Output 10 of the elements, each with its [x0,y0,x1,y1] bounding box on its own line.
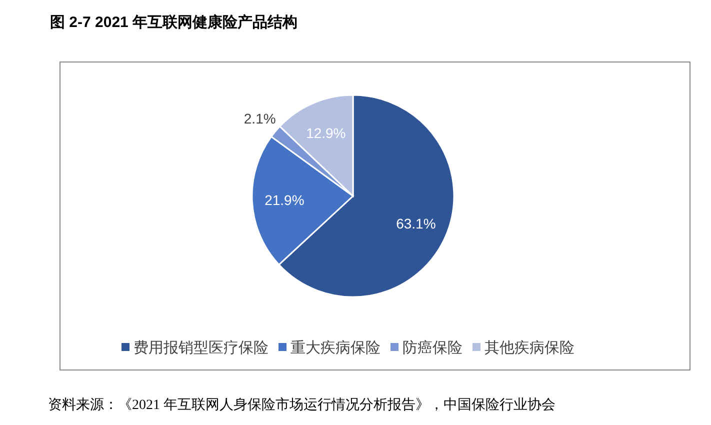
data-label: 2.1% [244,110,276,126]
legend-label: 其他疾病保险 [484,339,574,356]
data-label: 63.1% [396,215,436,232]
data-label: 21.9% [264,192,304,208]
chart-title: 图 2-7 2021 年互联网健康险产品结构 [50,13,298,31]
legend-label: 费用报销型医疗保险 [134,339,268,356]
data-label: 12.9% [306,124,346,141]
legend-label: 重大疾病保险 [290,339,380,356]
legend-label: 防癌保险 [402,339,462,356]
text: 资料来源：《2021 年互联网人身保险市场运行情况分析报告》，中国保险行业协会 [48,397,556,413]
